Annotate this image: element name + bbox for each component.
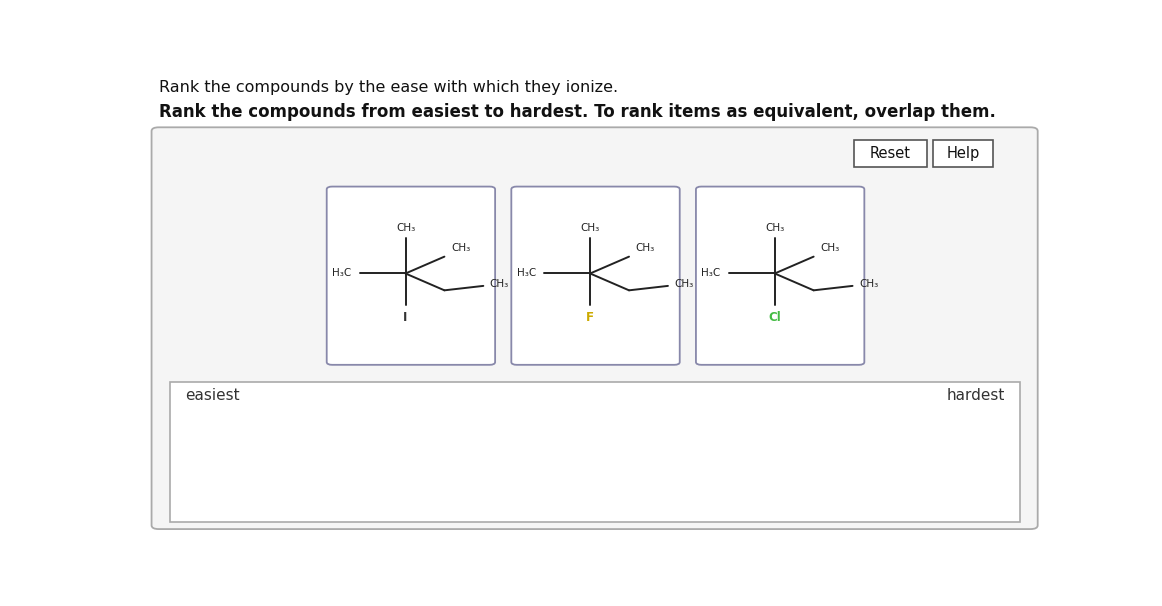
Text: H₃C: H₃C (517, 268, 536, 279)
Text: H₃C: H₃C (702, 268, 720, 279)
Text: Rank the compounds by the ease with which they ionize.: Rank the compounds by the ease with whic… (159, 80, 618, 95)
Text: CH₃: CH₃ (765, 222, 784, 233)
FancyBboxPatch shape (933, 141, 992, 167)
Text: CH₃: CH₃ (581, 222, 600, 233)
Text: CH₃: CH₃ (396, 222, 415, 233)
FancyBboxPatch shape (151, 127, 1038, 529)
Text: Cl: Cl (768, 311, 781, 324)
Text: I: I (403, 311, 408, 324)
FancyBboxPatch shape (854, 141, 927, 167)
Text: CH₃: CH₃ (490, 279, 509, 288)
Text: Reset: Reset (870, 147, 911, 161)
Text: H₃C: H₃C (332, 268, 351, 279)
FancyBboxPatch shape (696, 187, 865, 365)
Text: hardest: hardest (947, 388, 1005, 403)
Text: CH₃: CH₃ (451, 243, 471, 253)
Text: Help: Help (946, 147, 980, 161)
Text: CH₃: CH₃ (674, 279, 694, 288)
Text: CH₃: CH₃ (820, 243, 839, 253)
Text: F: F (586, 311, 594, 324)
Text: CH₃: CH₃ (636, 243, 654, 253)
FancyBboxPatch shape (170, 382, 1020, 522)
Text: Rank the compounds from easiest to hardest. To rank items as equivalent, overlap: Rank the compounds from easiest to harde… (159, 103, 996, 121)
Text: easiest: easiest (185, 388, 239, 403)
FancyBboxPatch shape (511, 187, 680, 365)
Text: CH₃: CH₃ (859, 279, 878, 288)
FancyBboxPatch shape (327, 187, 495, 365)
